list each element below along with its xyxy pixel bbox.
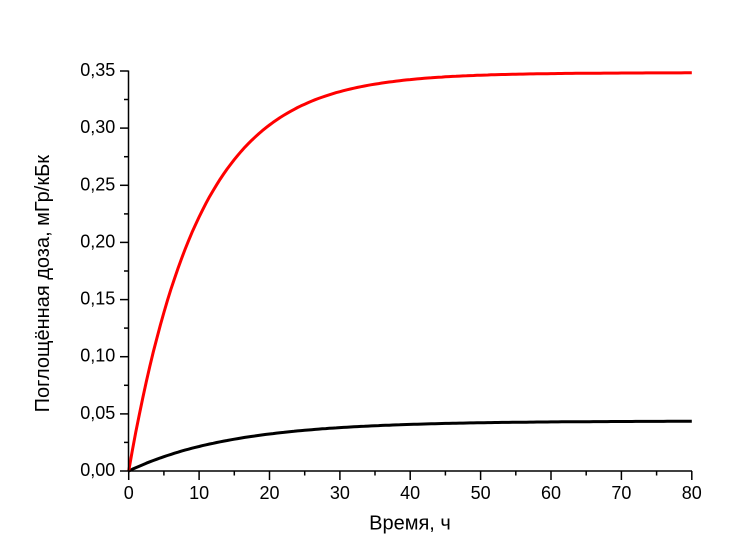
svg-text:0,20: 0,20 <box>80 231 115 251</box>
svg-text:0,05: 0,05 <box>80 403 115 423</box>
svg-text:0,25: 0,25 <box>80 174 115 194</box>
svg-text:0,30: 0,30 <box>80 117 115 137</box>
svg-text:0,15: 0,15 <box>80 289 115 309</box>
svg-text:10: 10 <box>189 483 209 503</box>
svg-text:40: 40 <box>400 483 420 503</box>
svg-text:0,35: 0,35 <box>80 60 115 80</box>
svg-text:30: 30 <box>330 483 350 503</box>
svg-text:80: 80 <box>682 483 702 503</box>
svg-text:0,10: 0,10 <box>80 346 115 366</box>
svg-text:Время, ч: Время, ч <box>369 513 451 535</box>
svg-text:70: 70 <box>611 483 631 503</box>
svg-text:Поглощённая доза, мГр/кБк: Поглощённая доза, мГр/кБк <box>32 155 54 413</box>
svg-text:20: 20 <box>259 483 279 503</box>
svg-text:60: 60 <box>541 483 561 503</box>
svg-text:50: 50 <box>471 483 491 503</box>
svg-text:0: 0 <box>124 483 134 503</box>
svg-text:0,00: 0,00 <box>80 460 115 480</box>
